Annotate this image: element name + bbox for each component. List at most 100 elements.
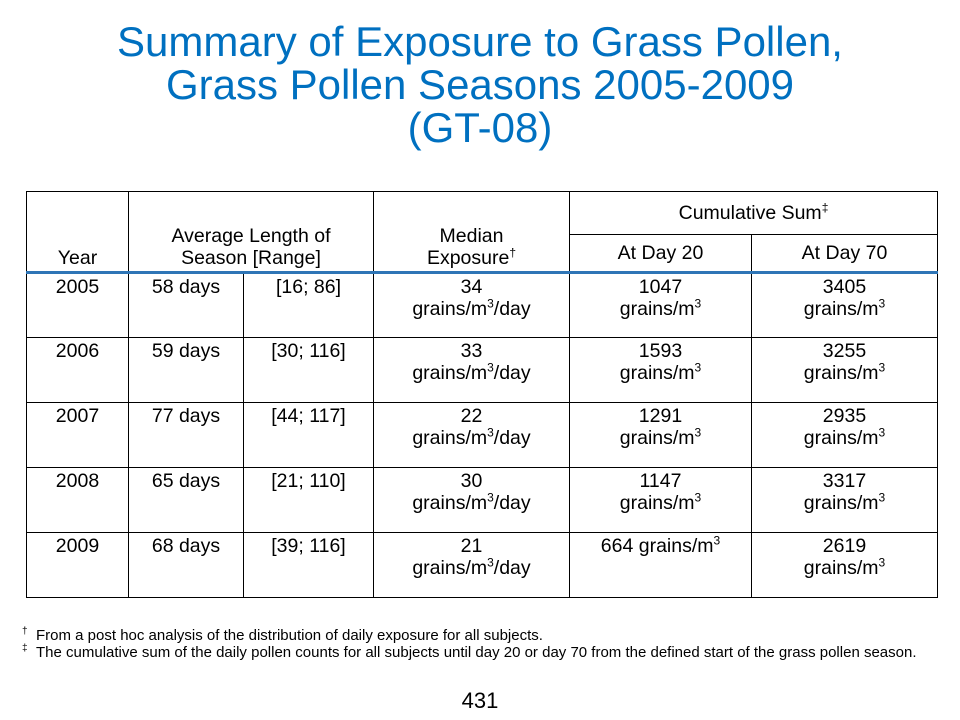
title-line-2: Grass Pollen Seasons 2005-2009: [165, 61, 795, 108]
cell-median: 30 grains/m3/day: [373, 467, 570, 533]
header-median-exposure: Median Exposure†: [373, 191, 570, 274]
median-unit-exp: 3: [487, 490, 494, 505]
median-unit-suffix: /day: [493, 492, 531, 514]
header-average-length-line1: Average Length of: [171, 225, 331, 247]
median-value: 21: [460, 535, 483, 557]
footnote-dagger-text: From a post hoc analysis of the distribu…: [36, 627, 543, 644]
day70-unit: grains/m: [803, 557, 879, 579]
day70-value: 3405: [822, 276, 867, 298]
cell-day20: 664 grains/m3: [569, 532, 752, 598]
year-value: 2009: [55, 535, 100, 557]
double-dagger-mark: ‡: [821, 200, 829, 215]
pollen-exposure-table: Year Average Length of Season [Range] Me…: [26, 191, 938, 598]
day70-unit-exp: 3: [878, 490, 886, 505]
title-line-3: (GT-08): [407, 104, 553, 151]
cell-day70: 3317 grains/m3: [751, 467, 938, 533]
median-unit-suffix: /day: [493, 427, 531, 449]
cell-length: 65 days: [128, 467, 244, 533]
cell-median: 22 grains/m3/day: [373, 402, 570, 468]
cell-year: 2009: [26, 532, 129, 598]
cell-day70: 3255 grains/m3: [751, 337, 938, 403]
day70-unit-exp: 3: [878, 425, 886, 440]
median-unit-exp: 3: [487, 425, 494, 440]
range-value: [21; 110]: [271, 470, 346, 492]
median-unit-exp: 3: [487, 360, 494, 375]
footnote-double-dagger-mark: ‡: [22, 643, 28, 654]
header-median-line1: Median: [439, 225, 504, 247]
median-unit-suffix: /day: [493, 362, 531, 384]
footnote-double-dagger: ‡ The cumulative sum of the daily pollen…: [22, 643, 942, 661]
footnotes: † From a post hoc analysis of the distri…: [22, 626, 942, 661]
day70-value: 2935: [822, 405, 867, 427]
table-row: 2008 65 days [21; 110] 30 grains/m3/day 1147 g…: [26, 467, 938, 533]
cell-day20: 1047 grains/m3: [569, 272, 752, 338]
median-value: 34: [460, 276, 483, 298]
header-cumulative-label: Cumulative Sum: [678, 202, 822, 224]
header-average-length-line2: Season [Range]: [181, 247, 321, 269]
range-value: [16; 86]: [275, 276, 342, 298]
year-value: 2007: [55, 405, 100, 427]
table-body: 2005 58 days [16; 86] 34 grains/m3/day 1047 gr…: [26, 272, 938, 598]
day20-unit-exp: 3: [694, 360, 702, 375]
median-value: 30: [460, 470, 483, 492]
year-value: 2005: [55, 276, 100, 298]
day70-unit-exp: 3: [878, 360, 886, 375]
cell-length: 59 days: [128, 337, 244, 403]
day20-value: 1593: [638, 340, 683, 362]
year-value: 2008: [55, 470, 100, 492]
day70-unit: grains/m: [803, 492, 879, 514]
header-cumulative-sum: Cumulative Sum‡: [569, 191, 938, 235]
length-value: 68 days: [151, 535, 221, 557]
day20-value: 664: [600, 535, 634, 557]
median-value: 22: [460, 405, 483, 427]
median-unit-suffix: /day: [493, 298, 531, 320]
median-unit: grains/m: [412, 492, 488, 514]
day20-value: 1047: [638, 276, 683, 298]
cell-range: [44; 117]: [243, 402, 374, 468]
day70-unit: grains/m: [803, 298, 879, 320]
median-unit: grains/m: [412, 557, 488, 579]
day70-unit: grains/m: [803, 427, 879, 449]
header-year: Year: [26, 191, 129, 274]
day70-value: 3255: [822, 340, 867, 362]
table-row: 2005 58 days [16; 86] 34 grains/m3/day 1047 gr…: [26, 272, 938, 338]
cell-year: 2008: [26, 467, 129, 533]
table-row: 2009 68 days [39; 116] 21 grains/m3/day 664 g…: [26, 532, 938, 598]
cell-length: 68 days: [128, 532, 244, 598]
cell-day20: 1593 grains/m3: [569, 337, 752, 403]
range-value: [39; 116]: [271, 535, 346, 557]
cell-day20: 1291 grains/m3: [569, 402, 752, 468]
median-unit-exp: 3: [487, 555, 494, 570]
cell-range: [21; 110]: [243, 467, 374, 533]
median-value: 33: [460, 340, 483, 362]
median-unit-suffix: /day: [493, 557, 531, 579]
cell-median: 33 grains/m3/day: [373, 337, 570, 403]
day70-unit-exp: 3: [878, 555, 886, 570]
table-row: 2007 77 days [44; 117] 22 grains/m3/day 1291 g…: [26, 402, 938, 468]
day70-value: 3317: [822, 470, 867, 492]
median-unit-exp: 3: [487, 296, 494, 311]
cell-day70: 3405 grains/m3: [751, 272, 938, 338]
range-value: [30; 116]: [271, 340, 346, 362]
year-value: 2006: [55, 340, 100, 362]
length-value: 58 days: [151, 276, 221, 298]
cell-length: 77 days: [128, 402, 244, 468]
slide-title: Summary of Exposure to Grass Pollen, Gra…: [0, 20, 960, 149]
length-value: 65 days: [151, 470, 221, 492]
day20-unit-exp: 3: [694, 425, 702, 440]
header-median-line2: Exposure: [426, 247, 510, 269]
day70-unit-exp: 3: [878, 296, 886, 311]
footnote-double-dagger-text: The cumulative sum of the daily pollen c…: [36, 644, 917, 661]
cell-day70: 2619 grains/m3: [751, 532, 938, 598]
header-average-length: Average Length of Season [Range]: [128, 191, 374, 274]
cell-median: 34 grains/m3/day: [373, 272, 570, 338]
length-value: 59 days: [151, 340, 221, 362]
median-unit: grains/m: [412, 298, 488, 320]
table-row: 2006 59 days [30; 116] 33 grains/m3/day 1593 g…: [26, 337, 938, 403]
header-day-70: At Day 70: [751, 234, 938, 274]
title-line-1: Summary of Exposure to Grass Pollen,: [117, 18, 843, 65]
cell-day20: 1147 grains/m3: [569, 467, 752, 533]
cell-length: 58 days: [128, 272, 244, 338]
cell-range: [16; 86]: [243, 272, 374, 338]
day20-unit: grains/m: [619, 492, 695, 514]
